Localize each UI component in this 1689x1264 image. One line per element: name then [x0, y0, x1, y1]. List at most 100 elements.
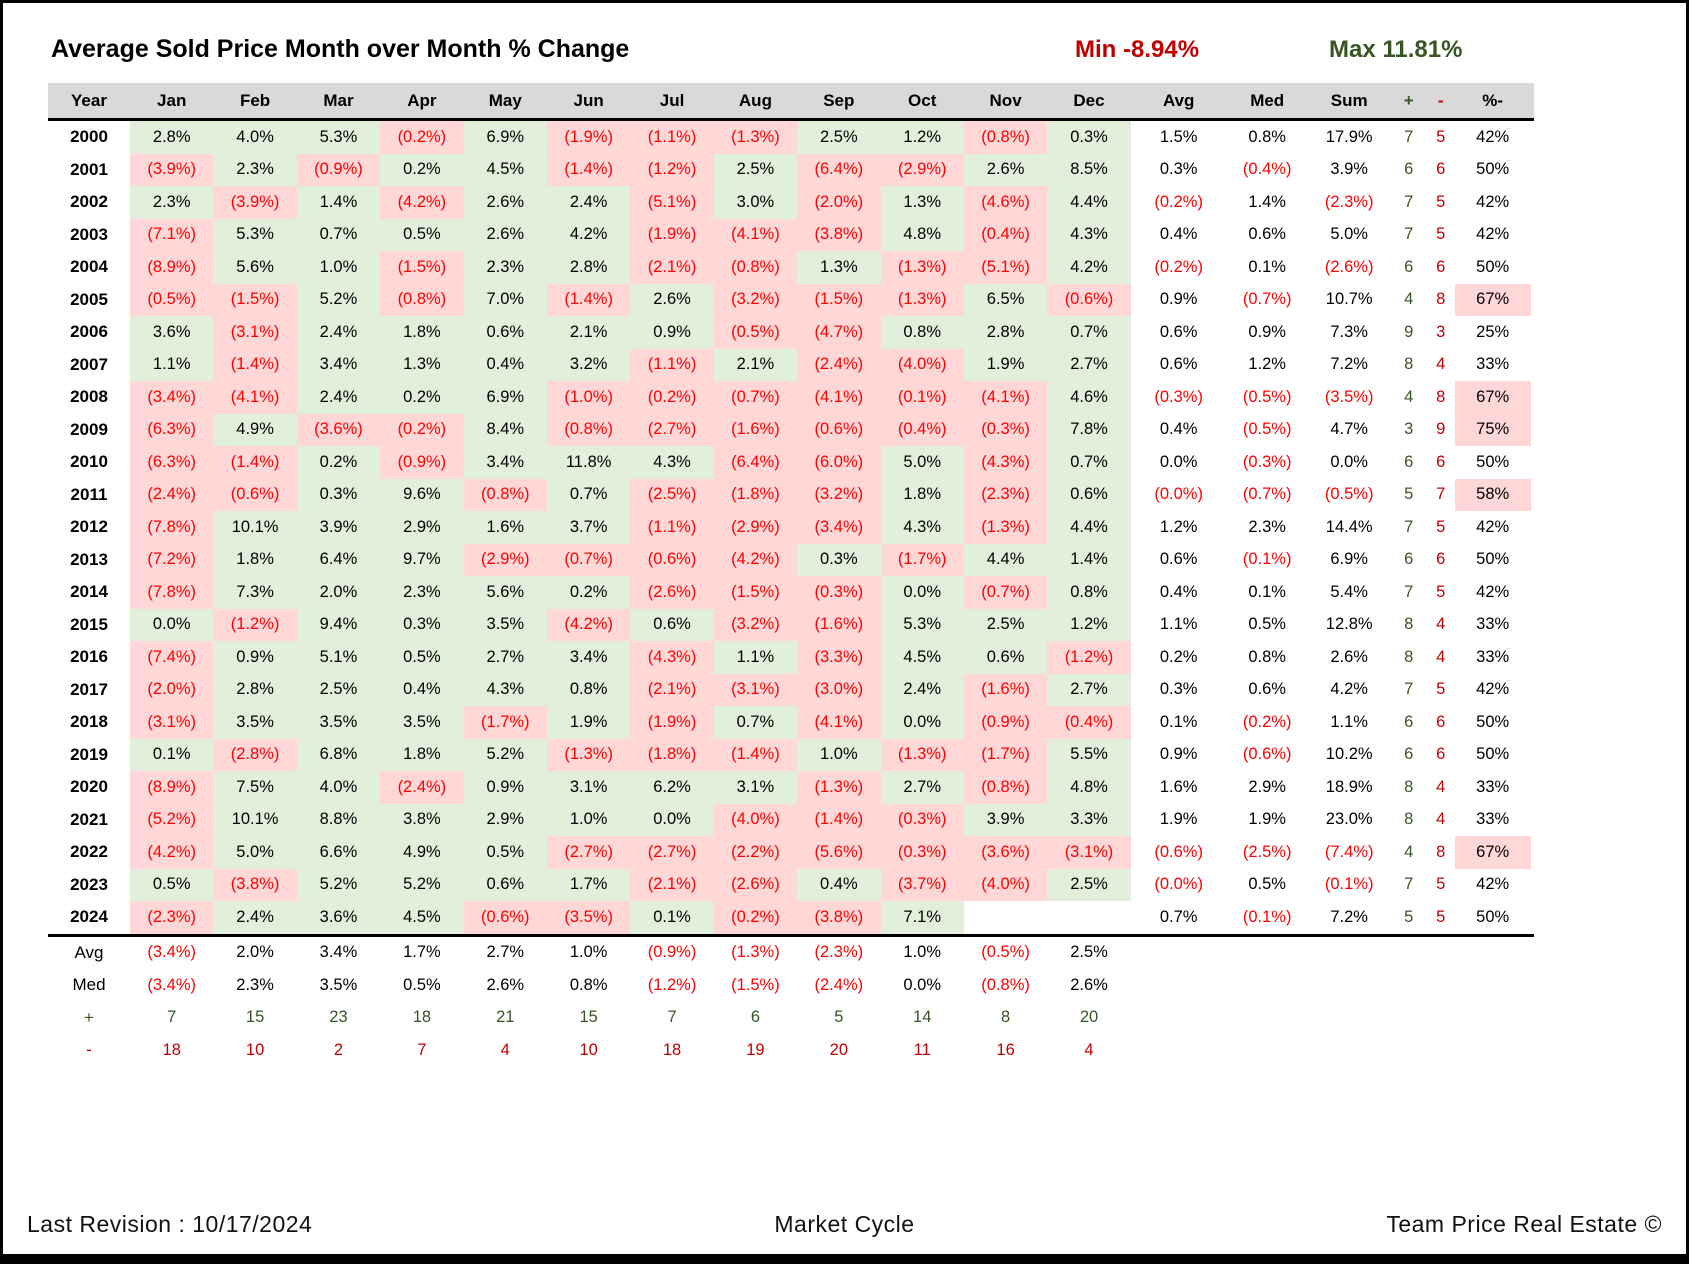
minus-count-cell: 4 — [1436, 810, 1446, 829]
minus-count-cell: 8 — [1436, 290, 1446, 309]
plus-count-cell: 8 — [1404, 615, 1414, 634]
month-cell: 1.1% — [713, 641, 798, 674]
empty-cell — [1227, 1002, 1308, 1035]
table-row-2011: 2011 (2.4%) (0.6%) 0.3% 9.6% (0.8%) 0.7% (2.5%)… — [48, 478, 1534, 511]
month-cell: 1.0% — [296, 251, 381, 284]
table-row-2007: 2007 1.1% (1.4%) 3.4% 1.3% 0.4% 3.2% (1.1%) 2.1%… — [48, 348, 1534, 381]
month-cell: 5.3% — [213, 218, 297, 251]
avg-cell: 1.5% — [1159, 127, 1198, 146]
minus-count-cell: 9 — [1436, 420, 1446, 439]
plus-count-cell: 6 — [1404, 745, 1414, 764]
month-cell: 3.0% — [713, 186, 798, 219]
year-cell: 2019 — [70, 744, 108, 764]
empty-cell — [1227, 1034, 1308, 1067]
year-cell: 2017 — [70, 679, 108, 699]
month-cell: 4.9% — [213, 413, 297, 446]
sum-cell: 5.0% — [1330, 225, 1368, 244]
title-bar: Average Sold Price Month over Month % Ch… — [3, 3, 1686, 83]
plus-count-cell: 8 — [1404, 777, 1414, 796]
month-cell: (2.1%) — [630, 868, 714, 901]
pct-minus-cell: 25% — [1476, 322, 1510, 341]
month-cell: 5.2% — [380, 868, 464, 901]
month-cell: (1.4%) — [546, 153, 631, 186]
avg-cell: (0.2%) — [1154, 192, 1203, 211]
sum-cell: 0.0% — [1330, 452, 1368, 471]
month-cell: 3.5% — [380, 706, 464, 739]
month-cell: (0.6%) — [797, 413, 881, 446]
summary-cell: 21 — [496, 1008, 515, 1027]
month-cell: (5.6%) — [797, 836, 881, 869]
med-cell: 0.5% — [1248, 615, 1286, 634]
max-label: Max — [1329, 36, 1376, 63]
sum-cell: (2.6%) — [1324, 257, 1374, 276]
month-cell: (2.4%) — [797, 348, 881, 381]
month-cell: 0.6% — [963, 641, 1048, 674]
table-row-2020: 2020 (8.9%) 7.5% 4.0% (2.4%) 0.9% 3.1% 6.2% 3.1%… — [48, 771, 1534, 804]
summary-cell: 10 — [579, 1040, 598, 1059]
pct-minus-cell: 50% — [1476, 452, 1510, 471]
empty-cell — [1308, 1034, 1391, 1067]
sum-cell: (0.1%) — [1324, 875, 1374, 894]
plus-count-cell: 4 — [1404, 842, 1414, 861]
summary-cell: 7 — [667, 1008, 677, 1027]
month-cell — [964, 901, 1047, 934]
plus-count-cell: 6 — [1404, 550, 1414, 569]
footer: Last Revision : 10/17/2024 Market Cycle … — [3, 1211, 1686, 1238]
pct-minus-cell: 50% — [1476, 712, 1510, 731]
minus-count-cell: 5 — [1436, 680, 1446, 699]
summary-label: Med — [72, 975, 106, 995]
column-header: - — [1437, 90, 1444, 110]
month-cell: (0.5%) — [713, 316, 798, 349]
month-cell: (0.4%) — [963, 218, 1048, 251]
med-cell: 0.5% — [1248, 875, 1286, 894]
month-cell: (6.3%) — [130, 413, 214, 446]
month-cell: 3.4% — [546, 641, 631, 674]
footer-copyright: Team Price Real Estate © — [1386, 1211, 1662, 1237]
month-cell: 0.0% — [130, 608, 214, 641]
year-cell: 2015 — [70, 614, 108, 634]
year-cell: 2007 — [70, 354, 108, 374]
year-cell: 2018 — [70, 712, 108, 732]
pct-minus-cell: 67% — [1454, 836, 1531, 869]
month-cell: 4.6% — [1047, 381, 1131, 414]
month-cell: (4.7%) — [797, 316, 881, 349]
month-cell: 8.5% — [1047, 153, 1131, 186]
month-cell: 0.2% — [380, 381, 464, 414]
year-cell: 2005 — [70, 289, 108, 309]
month-cell: (3.2%) — [713, 283, 798, 316]
sum-cell: (3.5%) — [1324, 387, 1374, 406]
month-cell: (3.9%) — [130, 153, 214, 186]
month-cell: 0.6% — [1047, 478, 1131, 511]
summary-cell: (0.9%) — [647, 943, 697, 962]
month-cell: 7.5% — [213, 771, 297, 804]
column-header: Sep — [823, 90, 855, 110]
avg-cell: 1.2% — [1159, 517, 1198, 536]
month-cell: (7.1%) — [130, 218, 214, 251]
summary-cell: 20 — [829, 1040, 848, 1059]
month-cell: (0.6%) — [1047, 283, 1131, 316]
month-cell: 10.1% — [213, 803, 297, 836]
month-cell: (3.1%) — [130, 706, 214, 739]
year-cell: 2001 — [70, 159, 108, 179]
month-cell: (4.1%) — [713, 218, 798, 251]
month-cell: 5.1% — [296, 641, 381, 674]
avg-cell: 0.2% — [1159, 647, 1198, 666]
month-cell: (0.2%) — [630, 381, 714, 414]
month-cell: (4.0%) — [963, 868, 1048, 901]
month-cell: (0.6%) — [630, 543, 714, 576]
avg-cell: 0.4% — [1159, 582, 1198, 601]
month-cell: (2.6%) — [630, 576, 714, 609]
month-cell: (7.8%) — [130, 511, 214, 544]
month-cell: (2.7%) — [630, 836, 714, 869]
month-cell: (1.5%) — [713, 576, 798, 609]
summary-cell: (1.3%) — [731, 943, 780, 962]
med-cell: (0.7%) — [1242, 485, 1292, 504]
month-cell: 7.0% — [463, 283, 547, 316]
month-cell: (2.7%) — [546, 836, 631, 869]
month-cell: 4.9% — [380, 836, 464, 869]
summary-cell: 10 — [245, 1040, 265, 1059]
month-cell: (2.6%) — [713, 868, 798, 901]
month-cell — [1047, 901, 1130, 934]
month-cell: 5.3% — [880, 608, 964, 641]
month-cell: 8.4% — [463, 413, 547, 446]
